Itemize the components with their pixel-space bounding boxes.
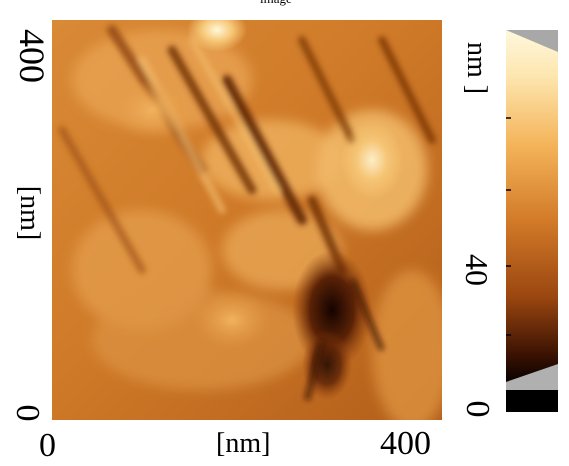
colorbar-mid-label: 40 — [459, 254, 495, 286]
afm-topography-image — [52, 20, 442, 420]
x-axis-max-label: 400 — [380, 425, 431, 462]
colorbar — [506, 30, 558, 412]
colorbar-unit-label: nm ] — [461, 41, 492, 95]
y-axis-min-label: 0 — [9, 404, 46, 422]
x-axis-min-label: 0 — [39, 427, 56, 464]
x-axis-unit-label: [nm] — [216, 428, 271, 459]
top-caption: image — [260, 0, 292, 7]
y-axis-unit-label: [nm] — [14, 185, 45, 241]
y-axis-max-label: 400 — [12, 29, 52, 83]
colorbar-min-label: 0 — [459, 400, 496, 418]
